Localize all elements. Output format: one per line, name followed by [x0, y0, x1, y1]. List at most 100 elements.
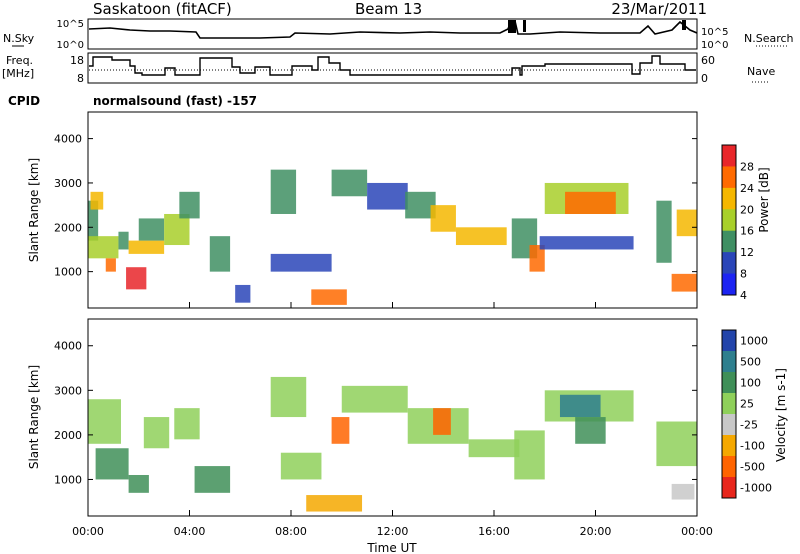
power-echo-region	[676, 209, 697, 237]
power-heatmap-data	[88, 169, 697, 305]
power-echo-region	[270, 169, 297, 214]
velocity-echo-region	[174, 408, 200, 440]
velocity-colorbar-label: Velocity [m s-1]	[774, 368, 788, 462]
nsky-tick-low: 10^0	[57, 40, 84, 51]
nave-tick-low: 0	[701, 72, 708, 85]
power-colorbar-segment	[722, 230, 736, 253]
velocity-colorbar-tick: 100	[740, 377, 761, 390]
velocity-echo-region	[468, 439, 520, 458]
velocity-colorbar-tick: -25	[740, 419, 758, 432]
velocity-colorbar-segment	[722, 477, 736, 499]
power-colorbar-tick: 24	[740, 182, 754, 195]
time-tick-label: 12:00	[377, 525, 409, 538]
nave-tick-high: 60	[701, 54, 715, 67]
velocity-echo-region	[656, 421, 697, 467]
velocity-colorbar-segment	[722, 456, 736, 478]
velocity-colorbar-segment	[722, 414, 736, 436]
power-echo-region	[455, 227, 507, 246]
velocity-echo-region	[306, 495, 363, 512]
nsearch-tick-low: 10^0	[701, 40, 728, 51]
cpid-label: CPID	[8, 94, 40, 108]
power-echo-region	[367, 182, 408, 210]
velocity-colorbar-segment	[722, 330, 736, 352]
nsky-label: N.Sky	[3, 32, 35, 45]
velocity-colorbar-tick: 500	[740, 356, 761, 369]
time-axis-label: Time UT	[366, 541, 417, 554]
velocity-echo-region	[331, 417, 350, 444]
power-colorbar-segment	[722, 166, 736, 189]
time-tick-label: 00:00	[72, 525, 104, 538]
velocity-y-axis: 1000 2000 3000 4000	[54, 340, 697, 486]
power-colorbar: 28 24 20 16 12 8 4	[721, 144, 754, 302]
velocity-colorbar-tick: 1000	[740, 335, 768, 348]
velocity-echo-region	[575, 417, 606, 444]
power-echo-region	[90, 191, 104, 210]
power-colorbar-tick: 8	[740, 268, 747, 281]
power-y-tick-label: 1000	[54, 266, 82, 279]
power-y-tick-label: 3000	[54, 177, 82, 190]
power-echo-region	[539, 236, 634, 250]
power-echo-region	[270, 253, 332, 272]
nsky-spike	[508, 20, 516, 33]
velocity-y-tick-label: 4000	[54, 340, 82, 353]
velocity-colorbar-segment	[722, 351, 736, 373]
power-echo-region	[118, 231, 129, 250]
velocity-echo-region	[341, 385, 408, 413]
nsky-trace	[88, 20, 698, 39]
power-echo-region	[209, 236, 231, 272]
velocity-echo-region	[433, 408, 451, 435]
power-colorbar-tick: 12	[740, 246, 754, 259]
power-echo-region	[88, 236, 119, 259]
freq-trace	[89, 55, 696, 76]
power-echo-region	[128, 240, 165, 254]
velocity-echo-region	[88, 399, 121, 444]
nave-label: Nave	[747, 65, 775, 78]
beam-title: Beam 13	[355, 0, 422, 18]
velocity-echo-region	[143, 417, 170, 449]
power-colorbar-tick: 16	[740, 225, 754, 238]
velocity-colorbar-frame	[721, 329, 737, 499]
velocity-echo-region	[128, 474, 149, 493]
power-colorbar-tick: 28	[740, 160, 754, 173]
velocity-heatmap-data	[88, 376, 697, 512]
time-tick-label: 16:00	[478, 525, 510, 538]
velocity-colorbar-tick: 25	[740, 398, 754, 411]
freq-panel-frame	[87, 52, 698, 84]
power-echo-region	[179, 191, 200, 219]
power-colorbar-segment	[722, 252, 736, 275]
nsearch-tick-high: 10^5	[701, 27, 728, 38]
power-echo-region	[164, 213, 190, 246]
nsearch-label: N.Search	[744, 32, 794, 45]
time-axis: 00:00 04:00 08:00 12:00 16:00 20:00 00:00	[72, 302, 713, 538]
velocity-y-label: Slant Range [km]	[27, 365, 41, 469]
power-echo-region	[671, 273, 697, 292]
power-colorbar-segment	[722, 187, 736, 210]
velocity-colorbar: 1000 500 100 25 -25 -100 -500 -1000	[721, 329, 772, 499]
nsky-tick-high: 10^5	[57, 19, 84, 30]
power-y-label: Slant Range [km]	[27, 158, 41, 262]
date-title: 23/Mar/2011	[611, 0, 707, 18]
power-echo-region	[311, 289, 347, 305]
power-echo-region	[235, 284, 251, 303]
velocity-echo-region	[194, 466, 231, 493]
time-tick-label: 00:00	[681, 525, 713, 538]
power-colorbar-tick: 4	[740, 289, 747, 302]
power-echo-region	[88, 200, 99, 241]
power-colorbar-label: Power [dB]	[757, 167, 771, 232]
power-echo-region	[656, 200, 672, 263]
nsky-spike-2	[523, 20, 526, 32]
freq-unit-label: [MHz]	[2, 67, 34, 80]
cpid-text: normalsound (fast) -157	[93, 94, 257, 108]
power-echo-region	[565, 191, 616, 214]
time-tick-label: 08:00	[275, 525, 307, 538]
power-colorbar-segment	[722, 145, 736, 167]
velocity-echo-region	[280, 452, 322, 480]
nsky-spike-3	[682, 20, 686, 30]
velocity-y-tick-label: 3000	[54, 384, 82, 397]
time-tick-label: 20:00	[580, 525, 612, 538]
power-colorbar-segment	[722, 209, 736, 232]
freq-label: Freq.	[6, 54, 33, 67]
power-colorbar-segment	[722, 273, 736, 296]
velocity-echo-region	[95, 448, 129, 480]
